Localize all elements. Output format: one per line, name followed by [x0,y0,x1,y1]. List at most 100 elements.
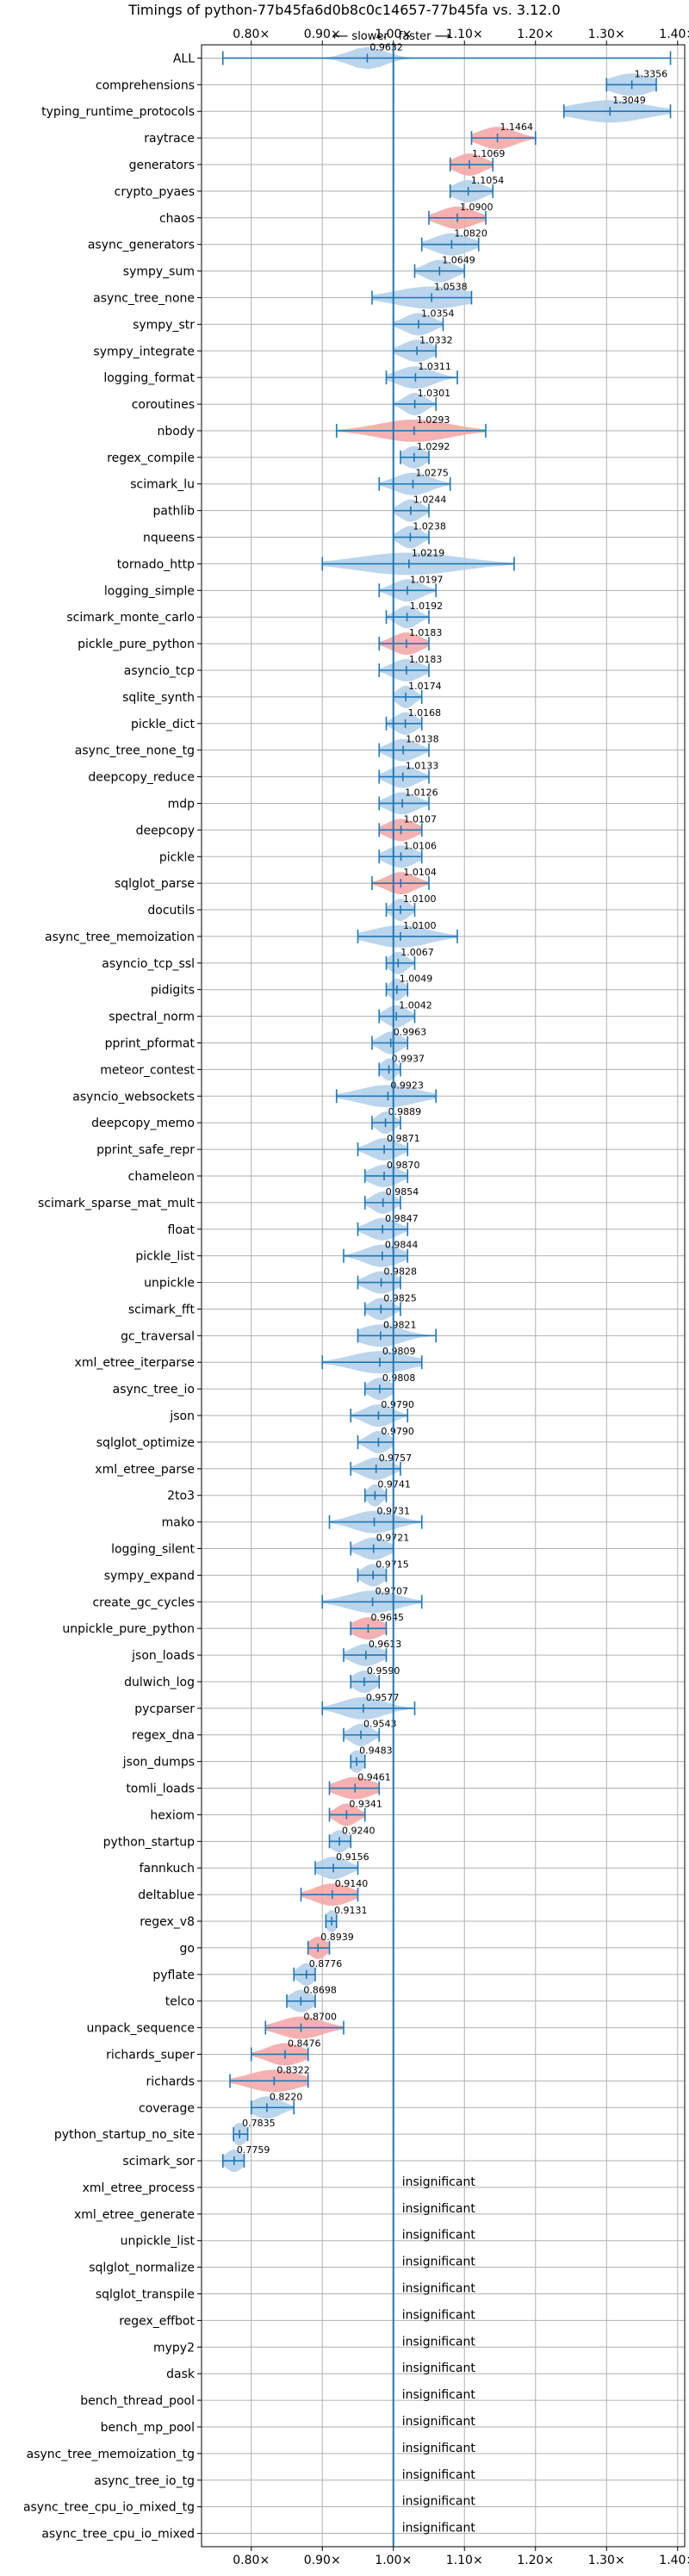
value-label: 0.9790 [381,1399,414,1410]
benchmark-label: crypto_pyaes [115,185,195,199]
benchmark-label: json_loads [131,1649,195,1663]
benchmark-label: richards_super [106,2048,195,2062]
benchmark-label: sqlglot_parse [115,877,195,891]
faster-direction-label: faster ⟶ [399,30,451,43]
benchmark-label: sqlglot_normalize [89,2262,195,2275]
x-tick-label-top: 1.40× [659,28,689,41]
value-label: 1.0100 [403,920,437,931]
x-tick-label-bottom: 1.20× [517,2554,554,2567]
benchmark-label: sympy_sum [123,265,195,279]
insignificant-label: insignificant [402,2415,476,2429]
benchmark-label: tomli_loads [126,1783,195,1796]
plot-frame [201,44,686,2548]
value-label: 0.9825 [383,1292,417,1304]
value-label: 1.0244 [413,495,447,506]
value-label: 0.9707 [376,1585,409,1596]
value-label: 0.9821 [383,1319,417,1330]
value-label: 0.9871 [387,1133,420,1144]
value-label: 1.0311 [418,361,450,372]
value-label: 1.3049 [612,95,646,106]
value-label: 0.9757 [379,1453,413,1464]
benchmark-label: generators [129,159,195,172]
insignificant-label: insignificant [402,2308,476,2322]
insignificant-label: insignificant [402,2468,476,2482]
value-label: 0.9847 [385,1213,419,1224]
value-label: 1.0275 [415,468,449,479]
value-label: 0.7759 [237,2144,270,2156]
benchmark-label: scimark_fft [128,1303,196,1316]
insignificant-label: insignificant [402,2522,476,2536]
benchmark-label: python_startup_no_site [54,2128,195,2142]
value-label: 0.9889 [388,1106,422,1117]
value-label: 1.0354 [421,308,454,319]
benchmark-label: async_tree_none [93,291,195,305]
value-label: 1.0197 [410,574,444,585]
benchmark-label: pickle [159,850,195,864]
value-label: 0.9140 [335,1878,369,1889]
value-label: 0.9483 [359,1745,393,1757]
benchmark-label: pidigits [151,984,195,998]
value-label: 1.0067 [400,947,434,958]
value-label: 1.3356 [635,68,668,79]
value-label: 0.9854 [386,1186,419,1198]
benchmark-label: mypy2 [153,2341,195,2355]
benchmark-label: xml_etree_iterparse [75,1356,195,1370]
benchmark-label: async_tree_cpu_io_mixed_tg [23,2501,195,2515]
value-label: 1.1054 [471,175,505,186]
insignificant-label: insignificant [402,2335,476,2349]
x-tick-label-bottom: 1.00× [375,2554,412,2567]
value-label: 0.9963 [394,1027,427,1038]
benchmark-label: pathlib [153,505,196,519]
benchmark-label: nqueens [143,532,195,545]
benchmark-label: coverage [139,2101,195,2115]
benchmark-label: dask [166,2368,196,2381]
benchmark-label: scimark_sparse_mat_mult [38,1197,195,1210]
benchmark-label: spectral_norm [109,1011,195,1024]
benchmark-label: scimark_lu [130,478,195,492]
value-label: 0.9844 [385,1240,419,1251]
x-tick-label-top: 1.00× [375,28,412,41]
benchmark-label: create_gc_cycles [92,1596,195,1609]
value-label: 0.8776 [309,1958,343,1969]
benchmark-label: chaos [159,212,195,226]
value-label: 1.1069 [472,148,506,159]
benchmark-label: unpickle_pure_python [62,1622,195,1636]
value-label: 0.9131 [334,1905,368,1916]
value-label: 1.0238 [413,521,446,532]
benchmark-label: pyflate [152,1969,195,1982]
value-label: 0.9645 [370,1612,404,1623]
value-label: 0.9828 [384,1266,418,1278]
benchmark-label: logging_simple [104,584,195,598]
benchmark-label: dulwich_log [124,1676,195,1689]
benchmark-labels: ALL comprehensions typing_runtime_protocol… [23,52,196,2541]
benchmark-label: regex_v8 [140,1915,195,1929]
benchmark-label: regex_dna [132,1729,195,1743]
benchmark-label: docutils [147,904,195,918]
value-label: 0.9809 [382,1346,416,1357]
value-label: 1.0042 [399,1000,432,1011]
violin-marks: 0.9632 1.3356 1.3049 1.1464 1.1069 1.1054 1.09… [221,41,672,2547]
value-label: 1.1464 [500,121,534,133]
benchmark-label: sqlite_synth [122,691,195,705]
chart-title: Timings of python-77b45fa6d0b8c0c14657-7… [127,2,561,18]
x-tick-label-top: 1.10× [446,28,483,41]
value-label: 0.7835 [242,2118,276,2129]
benchmark-label: mako [162,1516,195,1530]
benchmark-label: coroutines [132,398,195,412]
value-label: 1.0301 [418,388,451,399]
slower-direction-label: ⟵ slower [332,30,389,43]
benchmark-label: gc_traversal [121,1329,195,1343]
benchmark-label: async_tree_none_tg [75,744,195,758]
value-label: 1.0332 [419,334,453,345]
value-label: 1.0106 [403,840,437,851]
x-tick-label-top: 0.90× [304,28,341,41]
value-label: 0.9240 [342,1825,376,1836]
value-label: 0.9923 [390,1080,424,1091]
benchmark-label: pycparser [134,1702,195,1716]
value-label: 0.9543 [363,1719,397,1730]
benchmark-label: asyncio_tcp_ssl [102,957,195,971]
benchmark-label: sympy_expand [104,1569,195,1583]
benchmark-label: regex_effbot [119,2314,195,2328]
value-label: 0.8698 [303,1985,337,1996]
x-tick-label-top: 1.30× [588,28,625,41]
